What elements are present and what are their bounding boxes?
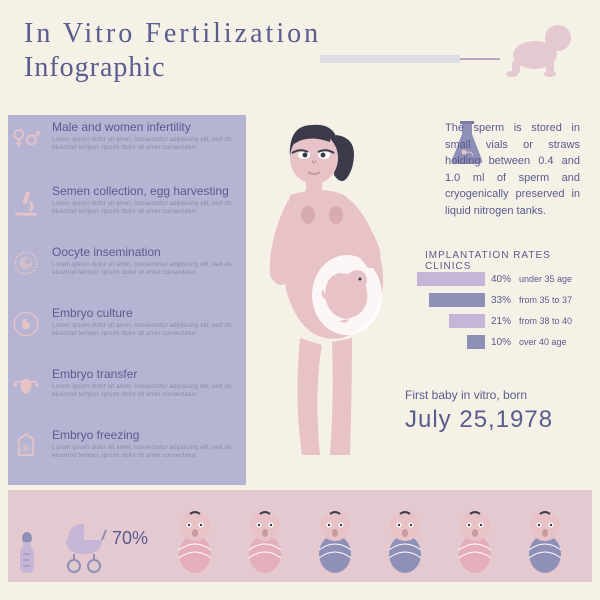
step-body: Lorem ipsum dolor sit amet, consectetur … <box>52 383 232 400</box>
bar-label: under 35 age <box>519 274 572 284</box>
step-uterus: Embryo transfer Lorem ipsum dolor sit am… <box>8 367 238 403</box>
genders-icon <box>8 120 44 156</box>
bottle-icon <box>18 532 36 581</box>
bar-pct: 33% <box>491 295 519 306</box>
bar-label: over 40 age <box>519 337 567 347</box>
chart-title: IMPLANTATION RATES CLINICS <box>425 250 580 272</box>
step-microscope: Semen collection, egg harvesting Lorem i… <box>8 184 238 220</box>
step-oocyte: Oocyte insemination Lorem ipsum dolor si… <box>8 245 238 281</box>
baby-row <box>168 508 573 578</box>
title-block: In Vitro Fertilization Infographic <box>24 18 321 84</box>
freeze-icon <box>8 428 44 464</box>
fact-block: First baby in vitro, born July 25,1978 <box>405 388 580 434</box>
step-title: Embryo culture <box>52 306 232 320</box>
fact-text: First baby in vitro, born <box>405 388 580 402</box>
bar-pct: 40% <box>491 274 519 285</box>
step-body: Lorem ipsum dolor sit amet, consectetur … <box>52 136 232 153</box>
uterus-icon <box>8 367 44 403</box>
oocyte-icon <box>8 245 44 281</box>
swaddled-baby-icon <box>378 508 433 578</box>
swaddled-baby-icon <box>448 508 503 578</box>
step-title: Oocyte insemination <box>52 245 232 259</box>
step-body: Lorem ipsum dolor sit amet, consectetur … <box>52 444 232 461</box>
microscope-icon <box>8 184 44 220</box>
chart-bar: 21% from 38 to 40 <box>415 312 580 330</box>
swaddled-baby-icon <box>168 508 223 578</box>
fact-date: July 25,1978 <box>405 406 580 434</box>
chart-bar: 40% under 35 age <box>415 270 580 288</box>
step-title: Embryo freezing <box>52 428 232 442</box>
step-genders: Male and women infertility Lorem ipsum d… <box>8 120 238 156</box>
title-line1: In Vitro Fertilization <box>24 18 321 50</box>
bottom-percentage: 70% <box>112 528 148 549</box>
step-title: Embryo transfer <box>52 367 232 381</box>
step-freeze: Embryo freezing Lorem ipsum dolor sit am… <box>8 428 238 464</box>
step-title: Semen collection, egg harvesting <box>52 184 232 198</box>
swaddled-baby-icon <box>308 508 363 578</box>
bar-label: from 38 to 40 <box>519 316 572 326</box>
implantation-chart: 40% under 35 age 33% from 35 to 37 21% f… <box>415 270 580 354</box>
step-body: Lorem ipsum dolor sit amet, consectetur … <box>52 261 232 278</box>
swaddled-baby-icon <box>238 508 293 578</box>
bar-label: from 35 to 37 <box>519 295 572 305</box>
stroller-icon <box>62 520 108 579</box>
bottom-strip: 70% <box>8 490 592 582</box>
title-line2: Infographic <box>24 52 321 84</box>
embryo-icon <box>8 306 44 342</box>
step-body: Lorem ipsum dolor sit amet, consectetur … <box>52 200 232 217</box>
pregnant-woman-illustration <box>252 120 407 460</box>
step-embryo: Embryo culture Lorem ipsum dolor sit ame… <box>8 306 238 342</box>
crawling-baby-icon <box>500 20 580 80</box>
chart-bar: 10% over 40 age <box>415 333 580 351</box>
bar-pct: 21% <box>491 316 519 327</box>
step-body: Lorem ipsum dolor sit amet, consectetur … <box>52 322 232 339</box>
syringe-icon <box>320 55 500 63</box>
info-text: The sperm is stored in small vials or st… <box>445 120 580 219</box>
swaddled-baby-icon <box>518 508 573 578</box>
chart-bar: 33% from 35 to 37 <box>415 291 580 309</box>
step-title: Male and women infertility <box>52 120 232 134</box>
bar-pct: 10% <box>491 337 519 348</box>
